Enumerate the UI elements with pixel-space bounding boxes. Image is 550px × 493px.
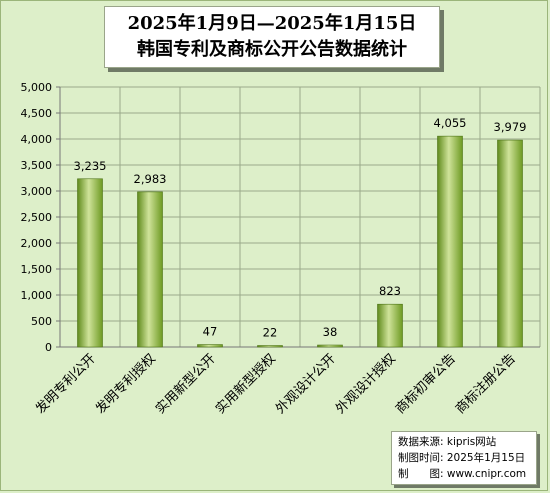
bar (377, 303, 403, 348)
title-box: 2025年1月9日—2025年1月15日 韩国专利及商标公开公告数据统计 (104, 6, 440, 68)
category-label: 外观设计授权 (332, 351, 398, 417)
category-label: 实用新型授权 (212, 351, 278, 417)
category-label: 外观设计公开 (273, 351, 339, 417)
data-label: 2,983 (134, 172, 167, 186)
data-label: 22 (263, 326, 278, 340)
category-label: 商标初审公告 (393, 351, 459, 417)
bar (497, 139, 523, 348)
chart-maker-text: 制 图: www.cnipr.com (398, 468, 527, 480)
title-line-1: 2025年1月9日—2025年1月15日 (127, 13, 417, 34)
title-line-2: 韩国专利及商标公开公告数据统计 (137, 39, 407, 60)
bar (137, 191, 163, 348)
data-label: 4,055 (434, 116, 467, 130)
grid-layer (59, 86, 541, 348)
y-tick-label: 5,000 (21, 81, 53, 94)
data-label: 3,235 (74, 159, 107, 173)
bar-layer (77, 135, 523, 348)
data-label: 47 (203, 325, 218, 339)
category-label: 发明专利授权 (92, 351, 158, 417)
y-tick-label: 3,000 (21, 185, 53, 198)
y-tick-label: 1,000 (21, 289, 53, 302)
source-box: 数据来源: kipris网站 制图时间: 2025年1月15日 制 图: www… (391, 431, 537, 485)
y-tick-label: 2,000 (21, 237, 53, 250)
chart-date-text: 制图时间: 2025年1月15日 (398, 452, 526, 464)
bar (77, 178, 103, 348)
bar (437, 135, 463, 348)
bar (257, 345, 283, 348)
y-tick-label: 3,500 (21, 159, 53, 172)
category-label: 实用新型公开 (152, 351, 218, 417)
data-label: 3,979 (494, 120, 527, 134)
data-label: 38 (323, 325, 338, 339)
category-label: 发明专利公开 (32, 351, 98, 417)
y-tick-label: 4,500 (21, 107, 53, 120)
source-text: 数据来源: kipris网站 (398, 436, 497, 448)
y-tick-label: 500 (31, 315, 52, 328)
bar (197, 344, 223, 348)
y-tick-label: 2,500 (21, 211, 53, 224)
y-tick-label: 1,500 (21, 263, 53, 276)
data-label: 823 (379, 284, 401, 298)
y-tick-label: 4,000 (21, 133, 53, 146)
y-tick-label: 0 (45, 341, 52, 354)
bar (317, 344, 343, 348)
category-label: 商标注册公告 (453, 351, 519, 417)
